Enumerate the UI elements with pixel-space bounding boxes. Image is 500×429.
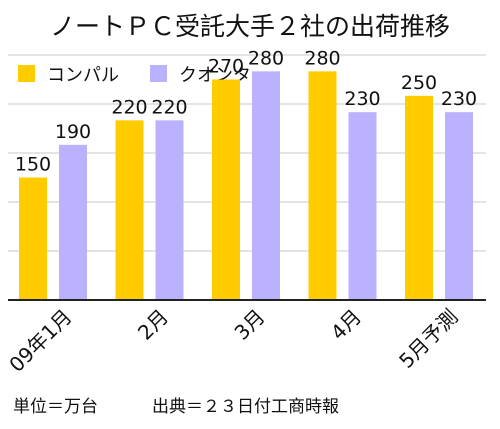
- data-label-2-3: 280: [248, 47, 284, 69]
- data-label-1-5: 250: [401, 72, 437, 94]
- bar-2-2: [155, 120, 184, 300]
- x-tick-label-1: 09年1月: [4, 305, 76, 377]
- bar-2-1: [59, 144, 87, 300]
- bar-1-3: [212, 79, 240, 300]
- legend-swatch-1: [18, 65, 35, 82]
- bar-1-1: [19, 177, 47, 300]
- x-tick-label-4: 4月: [326, 305, 366, 345]
- data-label-2-4: 230: [344, 88, 380, 110]
- source-note: 出典＝２３日付工商時報: [152, 397, 339, 417]
- data-label-2-1: 190: [55, 121, 91, 143]
- bar-1-2: [115, 120, 144, 300]
- data-label-2-2: 220: [151, 96, 187, 118]
- x-tick-label-3: 3月: [229, 305, 269, 345]
- data-label-1-1: 150: [15, 154, 51, 176]
- legend-swatch-2: [150, 65, 167, 82]
- bar-1-4: [308, 71, 337, 300]
- bar-2-4: [348, 112, 377, 301]
- x-tick-label-2: 2月: [133, 305, 173, 345]
- legend-label-1: コンパル: [47, 65, 119, 86]
- data-label-1-4: 280: [304, 47, 340, 69]
- chart-title: ノートＰＣ受託大手２社の出荷推移: [50, 12, 450, 41]
- data-label-2-5: 230: [441, 88, 477, 110]
- data-label-1-2: 220: [111, 96, 147, 118]
- bar-2-3: [252, 71, 280, 300]
- bar-1-5: [405, 95, 433, 300]
- unit-note: 単位＝万台: [13, 397, 98, 417]
- data-label-1-3: 270: [208, 56, 244, 78]
- bar-2-5: [445, 112, 473, 301]
- x-tick-label-5: 5月予測: [394, 305, 462, 373]
